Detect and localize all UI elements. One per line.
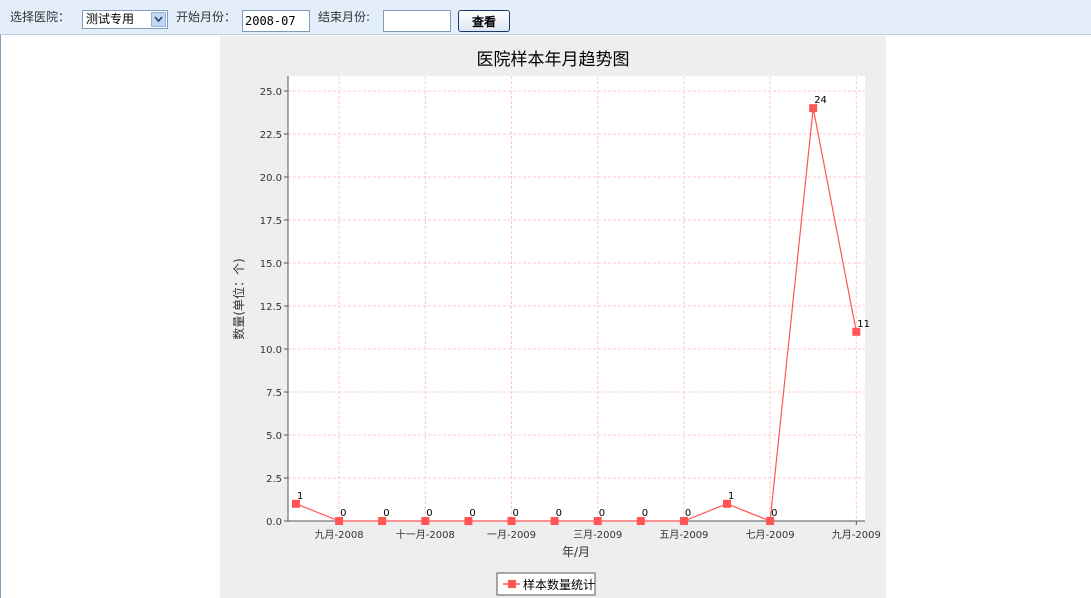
data-point <box>464 517 473 525</box>
x-tick-label: 十一月-2008 <box>396 528 455 541</box>
y-tick-label: 2.5 <box>266 474 282 485</box>
grid-layer <box>288 76 865 521</box>
x-tick-label: 五月-2009 <box>659 529 708 541</box>
data-label: 0 <box>383 508 389 519</box>
data-point <box>636 517 645 525</box>
x-tick-label: 一月-2009 <box>487 529 536 541</box>
end-month-input[interactable] <box>383 10 451 32</box>
legend: 样本数量统计 <box>496 572 596 596</box>
y-tick-layer: 0.0 2.5 5.0 7.5 10.0 12.5 15.0 17.5 20.0 22.5 25.0 <box>260 87 288 528</box>
chevron-down-icon[interactable] <box>151 12 166 27</box>
data-point <box>852 327 861 336</box>
y-tick-label: 22.5 <box>260 130 282 141</box>
series-line <box>295 108 857 522</box>
data-label: 0 <box>340 508 346 519</box>
filter-toolbar: 选择医院： 测试专用 开始月份： 结束月份: 查看 <box>0 0 1091 35</box>
y-tick-label: 10.0 <box>260 345 282 356</box>
chart-panel: 医院样本年月趋势图 0.0 2.5 5.0 7.5 10.0 12.5 15.0 17.5 20… <box>220 36 886 598</box>
series-layer: 1 0 0 0 0 0 0 0 0 0 1 0 24 11 <box>292 95 870 525</box>
data-label: 0 <box>599 508 605 519</box>
x-axis-label: 年/月 <box>562 545 590 559</box>
start-month-input[interactable] <box>242 10 310 32</box>
data-label: 0 <box>426 508 432 519</box>
y-tick-label: 20.0 <box>260 173 282 184</box>
x-tick-label: 九月-2009 <box>832 529 881 541</box>
data-label: 0 <box>771 508 777 519</box>
data-point <box>723 499 731 508</box>
data-point <box>421 517 430 525</box>
legend-box <box>496 572 596 596</box>
data-point <box>292 499 300 508</box>
data-point <box>593 517 602 525</box>
y-tick-label: 12.5 <box>260 302 282 313</box>
data-label: 0 <box>685 508 691 519</box>
y-tick-label: 25.0 <box>260 87 282 98</box>
x-tick-layer: 九月-2008 十一月-2008 一月-2009 三月-2009 五月-2009 七月-2… <box>315 521 881 541</box>
data-point <box>335 517 344 525</box>
trend-chart: 医院样本年月趋势图 0.0 2.5 5.0 7.5 10.0 12.5 15.0 17.5 20… <box>231 50 881 596</box>
end-month-label: 结束月份: <box>318 10 371 24</box>
y-axis-label: 数量(单位：个) <box>231 258 246 339</box>
y-tick-label: 15.0 <box>260 259 282 270</box>
x-tick-label: 三月-2009 <box>573 529 622 541</box>
plot-area <box>288 76 865 521</box>
data-point <box>378 517 387 525</box>
y-tick-label: 17.5 <box>260 216 282 227</box>
y-tick-label: 5.0 <box>266 431 282 442</box>
data-label: 1 <box>728 491 734 502</box>
start-month-label: 开始月份： <box>176 10 237 24</box>
data-point <box>550 517 559 525</box>
x-tick-label: 七月-2009 <box>746 529 795 541</box>
data-point <box>679 517 688 525</box>
hospital-select[interactable]: 测试专用 <box>82 10 168 29</box>
data-point <box>766 517 775 525</box>
data-point <box>507 517 516 525</box>
data-label: 11 <box>857 319 870 330</box>
data-label: 0 <box>469 508 475 519</box>
legend-label: 样本数量统计 <box>523 577 595 592</box>
hospital-label: 选择医院： <box>10 10 71 24</box>
view-button[interactable]: 查看 <box>458 10 510 32</box>
y-tick-label: 7.5 <box>266 388 282 399</box>
hospital-select-value: 测试专用 <box>86 12 135 26</box>
y-tick-label: 0.0 <box>266 517 282 528</box>
data-label: 0 <box>642 508 648 519</box>
data-label: 0 <box>513 508 519 519</box>
x-tick-label: 九月-2008 <box>315 529 364 541</box>
data-label: 0 <box>556 508 562 519</box>
data-label: 1 <box>297 491 303 502</box>
data-label: 24 <box>814 95 827 106</box>
data-point <box>809 104 818 113</box>
chart-title: 医院样本年月趋势图 <box>477 50 630 70</box>
legend-marker-swatch <box>508 580 516 588</box>
